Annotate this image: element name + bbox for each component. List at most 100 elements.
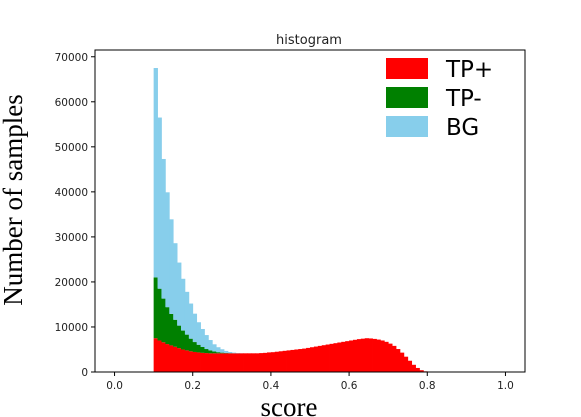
plot-frame <box>94 49 526 373</box>
bar-tp-32 <box>278 351 284 372</box>
y-tick-label: 40000 <box>55 187 88 199</box>
bar-tp-28 <box>263 352 268 372</box>
bar-bg-10 <box>192 313 198 343</box>
bar-tp-68 <box>419 370 424 372</box>
bar-tp-5 <box>173 346 178 372</box>
bar-tp-11 <box>196 352 201 372</box>
x-tick-label: 0.6 <box>341 380 358 392</box>
bar-tp-52 <box>356 339 362 372</box>
bar-tp-7 <box>181 349 186 372</box>
bar-bg-14 <box>208 340 213 351</box>
bar-tp-24 <box>247 353 252 372</box>
bar-tp-2 <box>161 298 166 343</box>
bar-tp-6 <box>177 325 182 349</box>
bar-tp-40 <box>310 347 315 372</box>
y-axis-ticks: 0 10000 20000 30000 40000 50000 60000 70000 <box>55 52 95 379</box>
bar-tp-13 <box>204 349 209 354</box>
bar-tp-16 <box>216 352 221 354</box>
bar-tp-8 <box>184 334 190 351</box>
bar-tp-44 <box>325 344 330 372</box>
bar-tp-18 <box>224 353 229 372</box>
bar-tp-48 <box>341 341 346 372</box>
bar-tp-39 <box>306 347 311 372</box>
bar-tp-7 <box>181 330 186 350</box>
bar-tp-29 <box>267 352 272 372</box>
bar-tp-13 <box>204 353 209 372</box>
y-tick-label: 10000 <box>55 322 88 334</box>
bar-tp-45 <box>329 343 334 372</box>
y-tick-label: 70000 <box>55 52 88 64</box>
bar-tp-9 <box>188 351 194 372</box>
bar-tp-21 <box>235 353 241 372</box>
bar-tp-27 <box>259 353 264 372</box>
legend: TP+ TP- BG <box>386 57 493 141</box>
bar-tp-59 <box>384 341 389 372</box>
bar-bg-4 <box>169 219 174 314</box>
bar-tp-10 <box>192 351 198 372</box>
bar-tp-54 <box>364 338 370 372</box>
bar-tp-60 <box>388 343 393 372</box>
y-axis-label: Number of samples <box>0 94 28 305</box>
bar-tp-34 <box>286 350 291 372</box>
bar-tp-63 <box>399 352 405 372</box>
bar-tp-31 <box>274 351 280 372</box>
bar-tp-35 <box>290 349 295 372</box>
bar-tp-9 <box>188 338 194 352</box>
y-tick-label: 30000 <box>55 232 88 244</box>
x-axis-label: score <box>261 392 318 417</box>
bar-bg-11 <box>196 322 201 345</box>
bar-bg-16 <box>216 347 221 353</box>
bar-tp-49 <box>345 341 350 372</box>
bar-bg-6 <box>177 262 182 326</box>
bar-tp-12 <box>200 352 205 372</box>
x-tick-label: 0.8 <box>419 380 436 392</box>
bar-tp-67 <box>415 367 420 372</box>
bar-tp-3 <box>165 307 170 345</box>
bar-tp-61 <box>392 345 397 372</box>
y-tick-label: 20000 <box>55 277 88 289</box>
bar-tp-62 <box>396 349 401 372</box>
bar-tp-25 <box>251 353 256 372</box>
x-tick-label: 1.0 <box>497 380 514 392</box>
bar-tp-8 <box>184 350 190 372</box>
chart-title: histogram <box>276 33 342 48</box>
x-tick-label: 0.0 <box>106 380 123 392</box>
bar-tp-64 <box>403 356 409 372</box>
bar-tp-38 <box>302 348 307 372</box>
bar-bg-17 <box>220 349 225 353</box>
bar-tp-4 <box>169 313 174 346</box>
bar-tp-17 <box>220 353 225 372</box>
bar-bg-9 <box>188 303 194 339</box>
legend-swatch-tp <box>386 58 428 79</box>
bar-tp-5 <box>173 319 178 347</box>
bar-bg-15 <box>212 344 217 352</box>
bar-tp-30 <box>270 352 276 372</box>
bar-tp-10 <box>192 342 198 352</box>
legend-label-tp: TP- <box>445 86 482 112</box>
x-tick-label: 0.2 <box>184 380 201 392</box>
x-axis-ticks: 0.0 0.2 0.4 0.6 0.8 1.0 <box>106 372 514 392</box>
bar-tp-19 <box>227 353 233 372</box>
y-tick-label: 50000 <box>55 142 88 154</box>
bar-tp-56 <box>372 338 377 372</box>
bar-tp-47 <box>337 342 342 372</box>
bar-tp-33 <box>282 350 287 372</box>
bar-bg-18 <box>224 350 229 353</box>
bar-tp-14 <box>208 353 213 372</box>
bar-bg-19 <box>227 352 233 354</box>
y-tick-label: 0 <box>81 367 88 379</box>
bar-tp-57 <box>376 339 381 372</box>
bar-tp-2 <box>161 342 166 372</box>
x-tick-label: 0.4 <box>263 380 280 392</box>
bar-tp-15 <box>212 351 217 354</box>
bar-tp-1 <box>157 340 162 372</box>
bar-tp-23 <box>243 353 248 372</box>
bar-tp-65 <box>407 360 413 372</box>
bar-tp-50 <box>349 340 354 372</box>
histogram-bars <box>153 68 432 372</box>
bar-bg-13 <box>204 335 209 350</box>
legend-swatch-tp <box>386 87 428 108</box>
legend-label-tp: TP+ <box>445 57 493 83</box>
bar-tp-66 <box>411 364 416 372</box>
